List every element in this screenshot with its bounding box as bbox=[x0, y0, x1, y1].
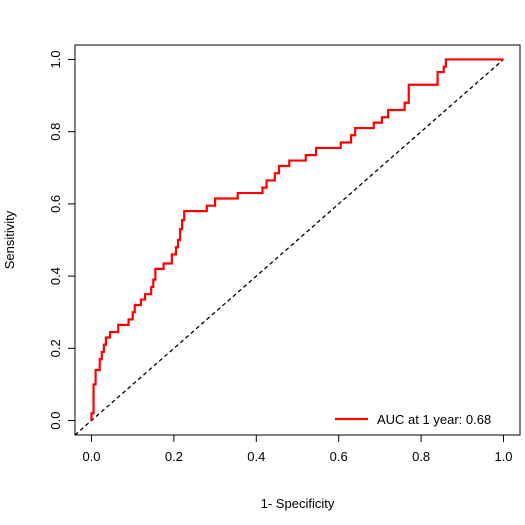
y-tick-label: 0.2 bbox=[48, 339, 63, 357]
x-tick-label: 0.8 bbox=[412, 449, 430, 464]
y-tick-label: 0.8 bbox=[48, 123, 63, 141]
y-tick-label: 0.0 bbox=[48, 412, 63, 430]
x-tick-label: 1.0 bbox=[494, 449, 512, 464]
x-tick-label: 0.4 bbox=[247, 449, 265, 464]
legend: AUC at 1 year: 0.68 bbox=[335, 412, 491, 427]
y-tick-label: 0.6 bbox=[48, 195, 63, 213]
roc-curve-series-0 bbox=[90, 58, 504, 421]
x-tick-label: 0.0 bbox=[82, 449, 100, 464]
axes-layer: 0.0 0.2 0.4 0.6 0.8 1.0 0.0 0.2 0.4 0.6 0.8 1.0 1- S… bbox=[2, 44, 521, 511]
x-tick-label: 0.6 bbox=[330, 449, 348, 464]
y-tick-label: 1.0 bbox=[48, 50, 63, 68]
series-layer bbox=[74, 58, 504, 436]
reference-diagonal-line bbox=[74, 58, 504, 436]
x-tick-label: 0.2 bbox=[165, 449, 183, 464]
plot-frame bbox=[74, 44, 521, 436]
x-axis-title: 1- Specificity bbox=[261, 496, 335, 511]
y-axis-title: Sensitivity bbox=[2, 210, 17, 269]
y-tick-label: 0.4 bbox=[48, 267, 63, 285]
legend-label: AUC at 1 year: 0.68 bbox=[377, 412, 491, 427]
